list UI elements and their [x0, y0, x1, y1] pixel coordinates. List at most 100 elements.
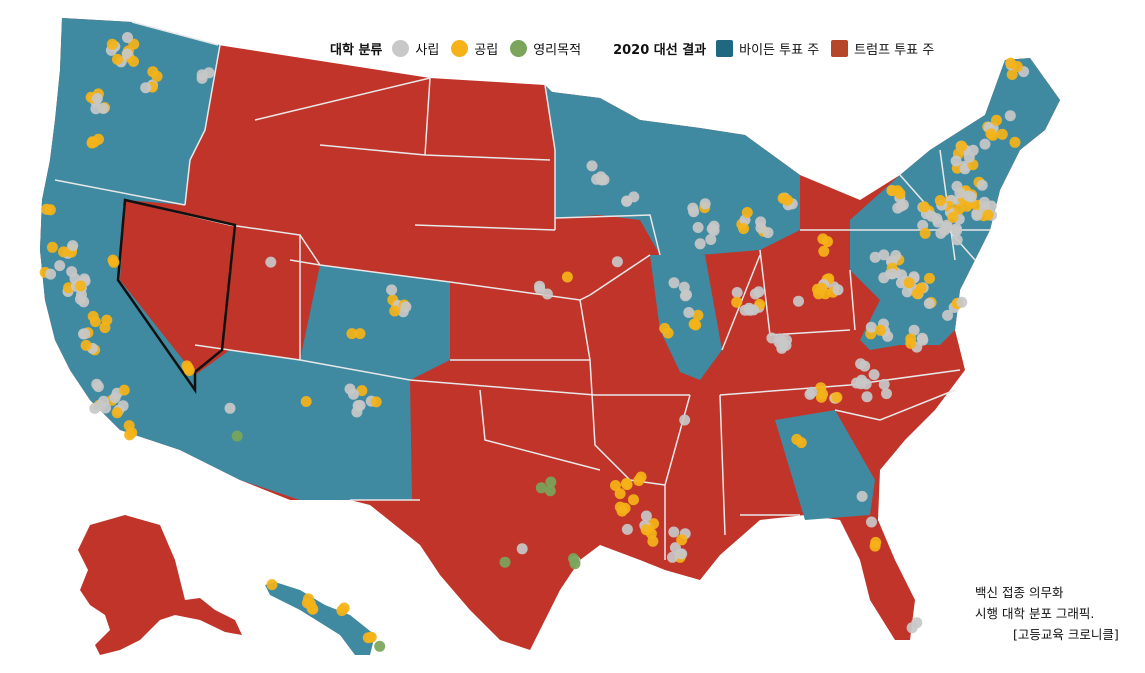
public-college-dot — [919, 227, 931, 239]
private-college-dot — [963, 151, 975, 163]
private-college-dot — [679, 414, 691, 426]
public-college-dot — [128, 55, 139, 67]
legend-public-label: 공립 — [474, 42, 499, 58]
private-college-dot — [516, 543, 528, 555]
private-college-dot — [121, 48, 133, 60]
public-college-dot — [831, 391, 843, 403]
public-college-dot — [181, 360, 193, 372]
private-college-dot — [865, 321, 877, 333]
public-college-dot — [886, 185, 898, 197]
legend-biden: 바이든 투표 주 — [716, 39, 819, 58]
public-college-dot — [692, 309, 704, 321]
forprofit-college-dot — [535, 482, 547, 494]
private-college-dot — [45, 268, 57, 280]
alaska-shape — [78, 515, 242, 655]
private-college-dot — [668, 526, 680, 538]
public-college-dot — [621, 479, 633, 491]
public-college-dot — [123, 420, 135, 432]
private-college-dot — [681, 289, 692, 301]
public-college-dot — [818, 245, 830, 257]
private-college-dot — [731, 287, 743, 298]
public-college-dot — [111, 53, 123, 65]
private-college-dot — [753, 286, 765, 298]
private-college-dot — [916, 332, 928, 344]
forprofit-college-dot — [545, 476, 557, 488]
public-college-dot — [875, 324, 886, 336]
public-college-dot — [870, 536, 882, 548]
private-college-dot — [951, 234, 963, 246]
legend-private: 사립 — [392, 39, 439, 58]
private-college-dot — [976, 179, 988, 191]
public-college-dot — [111, 407, 123, 419]
private-college-dot — [75, 293, 86, 305]
legend-biden-label: 바이든 투표 주 — [739, 42, 820, 58]
private-college-dot — [855, 358, 867, 370]
private-college-dot — [869, 251, 881, 263]
public-college-dot — [934, 195, 946, 206]
public-college-dot — [822, 236, 833, 248]
private-college-dot — [621, 523, 633, 535]
private-college-dot — [708, 225, 720, 236]
private-college-dot — [932, 216, 944, 228]
public-college-dot — [905, 333, 917, 345]
public-college-dot — [982, 209, 994, 221]
private-college-dot — [666, 551, 678, 563]
public-college-dot — [80, 339, 92, 351]
public-college-dot — [947, 211, 959, 223]
public-college-dot — [991, 114, 1002, 126]
public-college-dot — [741, 207, 753, 218]
private-college-dot — [91, 378, 103, 390]
illinois — [650, 255, 722, 380]
legend-forprofit: 영리목적 — [510, 39, 581, 58]
private-college-dot — [868, 369, 880, 381]
private-college-dot — [776, 342, 788, 354]
private-college-dot — [668, 277, 680, 289]
public-college-dot — [46, 241, 58, 253]
public-college-dot — [356, 385, 368, 397]
forprofit-college-dot — [544, 485, 556, 497]
public-college-dot — [354, 328, 366, 340]
private-college-dot — [942, 309, 954, 321]
public-college-dot — [300, 396, 312, 407]
private-college-dot — [906, 622, 918, 634]
private-college-dot — [95, 400, 106, 412]
public-college-dot — [985, 128, 997, 140]
private-college-dot — [866, 516, 877, 528]
public-college-dot — [918, 201, 930, 213]
public-college-dot — [306, 602, 318, 614]
private-college-dot — [896, 269, 908, 281]
private-college-dot — [878, 272, 890, 284]
public-college-dot — [640, 524, 652, 536]
public-college-dot — [86, 137, 98, 149]
private-college-dot — [793, 295, 804, 307]
biden-swatch-icon — [716, 39, 734, 57]
public-college-dot — [610, 480, 621, 491]
private-college-dot — [224, 402, 236, 414]
public-college-dot — [362, 632, 374, 644]
public-college-dot — [782, 194, 793, 206]
college-dots — [39, 32, 1030, 652]
private-college-dot — [97, 103, 109, 114]
minnesota-wisconsin-michigan — [545, 85, 800, 255]
private-college-dot — [901, 286, 913, 298]
public-college-dot — [815, 382, 827, 394]
forprofit-college-dot — [374, 640, 386, 652]
private-college-dot — [881, 388, 892, 400]
private-college-dot — [806, 386, 818, 398]
public-college-dot — [87, 310, 99, 322]
public-college-dot — [628, 494, 639, 506]
public-swatch-icon — [451, 39, 469, 57]
public-college-dot — [561, 271, 573, 283]
private-college-dot — [541, 288, 553, 300]
public-college-dot — [903, 277, 915, 289]
private-college-dot — [705, 234, 717, 245]
private-college-dot — [534, 283, 546, 295]
private-college-dot — [748, 304, 760, 316]
private-college-dot — [54, 260, 66, 272]
public-college-dot — [370, 396, 382, 408]
private-college-dot — [971, 209, 983, 221]
public-college-dot — [1005, 57, 1017, 69]
private-college-dot — [694, 238, 706, 250]
private-college-dot — [878, 378, 890, 390]
